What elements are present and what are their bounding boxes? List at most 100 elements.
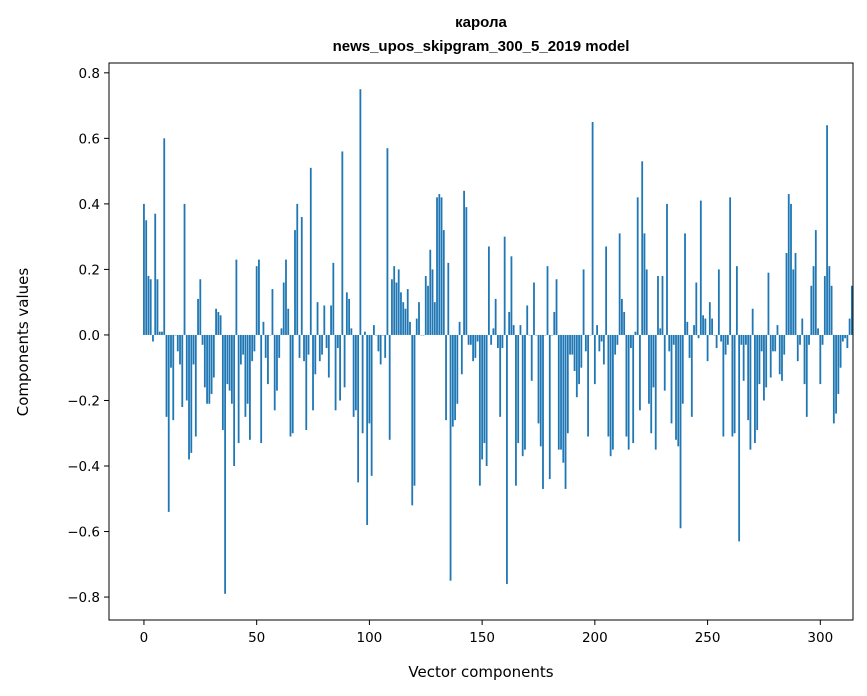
bar	[553, 312, 556, 335]
bar	[258, 259, 260, 335]
bar	[717, 269, 720, 335]
bar	[235, 259, 238, 335]
bar	[467, 334, 470, 345]
bar	[309, 167, 312, 335]
bar	[152, 334, 154, 342]
bar	[519, 325, 522, 335]
bar	[203, 334, 206, 388]
bar	[708, 302, 711, 335]
bar	[176, 334, 179, 352]
bar	[677, 334, 680, 447]
bar	[515, 334, 517, 486]
bar	[817, 328, 819, 335]
bar	[618, 233, 621, 335]
bar	[255, 266, 258, 335]
bar	[623, 312, 626, 335]
bar	[726, 334, 729, 345]
bar	[161, 331, 163, 335]
bar	[431, 269, 434, 335]
bar	[312, 334, 314, 411]
bar	[497, 334, 499, 349]
bar	[630, 334, 632, 349]
bar	[735, 266, 738, 335]
y-tick-label: −0.2	[67, 393, 100, 409]
bar	[154, 213, 157, 335]
bar	[424, 275, 427, 335]
bar	[503, 236, 506, 335]
bar	[839, 334, 842, 368]
bar	[767, 272, 770, 335]
bar	[521, 334, 524, 457]
bar	[695, 282, 698, 335]
bar	[787, 194, 790, 335]
bar	[593, 334, 596, 385]
bar	[796, 334, 799, 362]
bar	[357, 334, 360, 483]
bar	[731, 334, 734, 437]
bar	[143, 203, 145, 335]
bar	[445, 334, 447, 421]
bar	[801, 318, 804, 335]
bar	[427, 285, 429, 335]
bar	[361, 334, 364, 434]
bar	[485, 334, 488, 467]
x-tick-label: 250	[695, 630, 721, 646]
bar	[481, 334, 484, 460]
bar	[776, 325, 779, 335]
bar	[296, 203, 299, 335]
bar	[158, 331, 161, 335]
bar	[487, 246, 490, 335]
bar	[566, 334, 569, 434]
bar	[627, 334, 630, 450]
x-tick-label: 300	[807, 630, 833, 646]
bar	[210, 334, 213, 394]
bar	[363, 331, 366, 335]
bar	[183, 203, 186, 335]
bar	[379, 334, 382, 365]
bars-group	[143, 89, 853, 594]
bar	[260, 334, 263, 444]
bar	[722, 334, 725, 437]
bar	[783, 334, 786, 355]
bar	[539, 334, 542, 447]
bar	[350, 328, 353, 335]
bar	[397, 269, 400, 335]
bar	[237, 334, 240, 444]
bar	[542, 334, 544, 489]
bar	[524, 334, 526, 450]
bar	[690, 334, 693, 417]
bar	[264, 334, 267, 358]
bar	[411, 334, 414, 506]
bar	[654, 334, 657, 450]
bar	[584, 334, 587, 352]
bar	[641, 161, 644, 335]
bar	[249, 334, 251, 440]
bar	[733, 334, 736, 434]
bar	[291, 334, 294, 434]
bar	[823, 275, 826, 335]
bar	[253, 334, 256, 352]
x-tick-label: 200	[582, 630, 608, 646]
bar	[508, 312, 511, 335]
bar	[429, 249, 432, 335]
bar	[835, 334, 837, 414]
bar	[850, 285, 853, 335]
bar	[181, 334, 184, 408]
bar	[447, 262, 450, 335]
bar	[724, 334, 727, 355]
bar	[212, 334, 215, 378]
bar	[305, 334, 308, 430]
bar	[219, 315, 222, 335]
bar	[745, 334, 747, 345]
bar	[463, 190, 465, 335]
bar	[409, 321, 411, 335]
bar	[765, 334, 768, 388]
bar	[230, 334, 233, 404]
bar	[145, 220, 148, 335]
y-tick-label: 0.2	[79, 262, 100, 278]
bar	[760, 334, 763, 352]
bar	[386, 148, 389, 335]
bar	[167, 334, 170, 512]
bar	[679, 334, 682, 529]
bar	[596, 325, 599, 335]
